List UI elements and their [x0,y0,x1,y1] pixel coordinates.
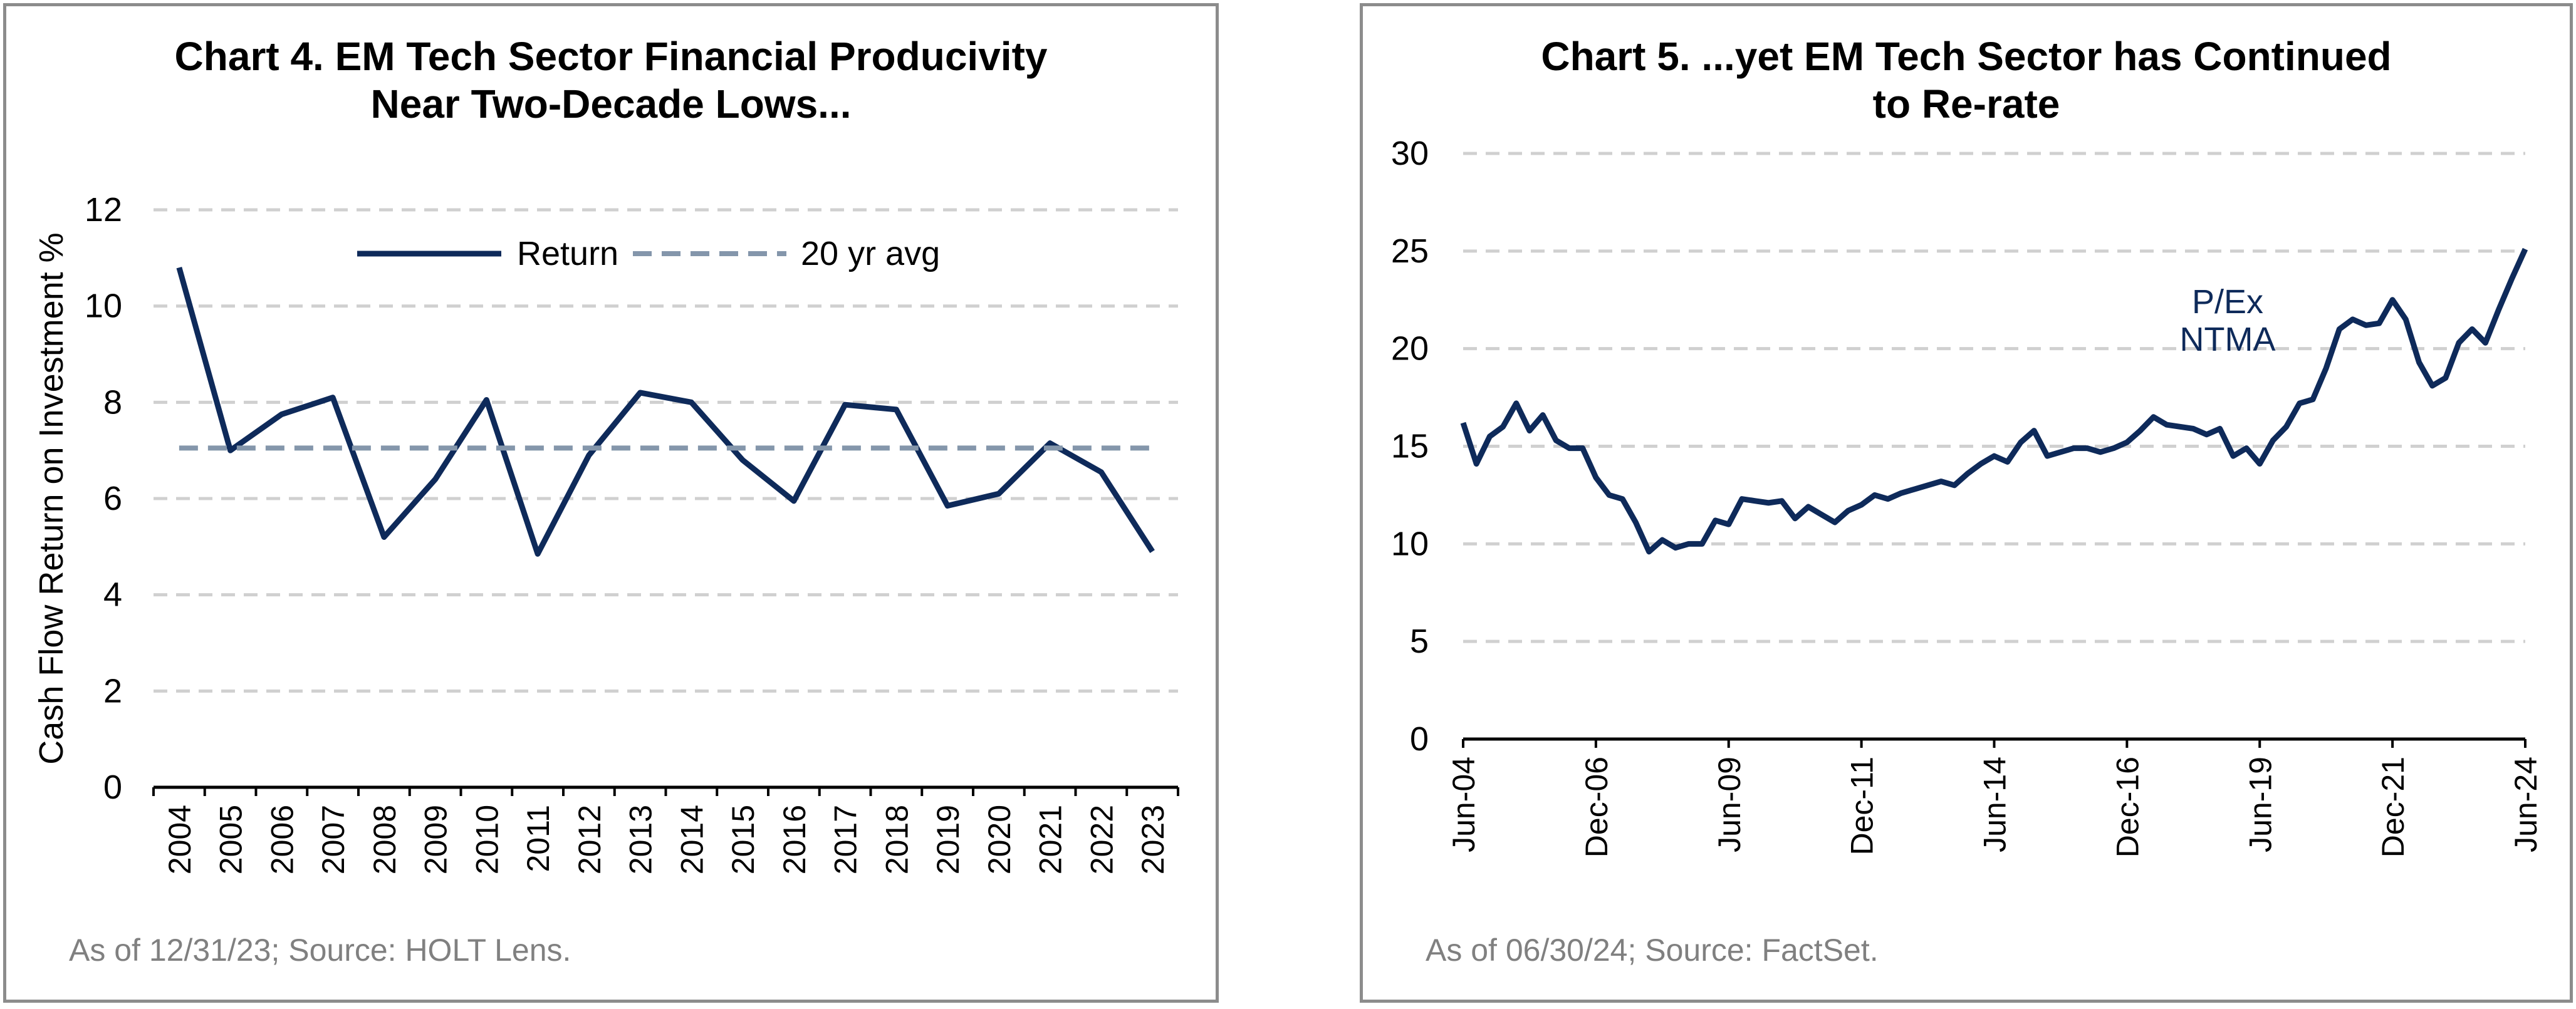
chart4-legend-label-avg: 20 yr avg [801,235,940,272]
chart4-xtick: 2017 [828,805,863,874]
chart4-title-line1: Chart 4. EM Tech Sector Financial Produc… [174,34,1048,79]
chart5-title-line2: to Re-rate [1872,81,2060,127]
chart5-xtick: Dec-16 [2110,757,2145,857]
chart4-xtick: 2009 [419,805,454,874]
chart5-ytick: 5 [1410,623,1429,660]
chart4-xtick: 2012 [572,805,607,874]
chart5-ytick: 10 [1391,525,1429,562]
chart5-xtick: Jun-14 [1978,757,2013,852]
chart4-xtick: 2005 [214,805,249,874]
chart4-panel: Chart 4. EM Tech Sector Financial Produc… [3,3,1219,1003]
chart4-title: Chart 4. EM Tech Sector Financial Produc… [6,33,1216,128]
chart4-xtick: 2006 [264,805,300,874]
chart5-ytick: 20 [1391,330,1429,368]
chart4-xtick: 2008 [367,805,402,874]
chart5-plot: 0 5 10 15 20 25 30 Jun-04 Dec-06 Jun-09 Dec-11 Jun-… [1391,135,2543,857]
chart4-xtick: 2011 [521,805,556,872]
chart4-ytick: 10 [85,287,122,325]
chart4-ylabel: Cash Flow Return on Investment % [33,232,70,764]
chart5-xtick: Dec-06 [1579,757,1614,857]
chart4-xtick: 2013 [623,805,659,874]
chart5-ytick: 15 [1391,428,1429,465]
chart5-ytick: 0 [1410,720,1429,758]
chart4-ytick: 6 [103,480,122,517]
chart4-ytick: 12 [85,191,122,229]
chart5-xtick: Jun-19 [2243,757,2278,852]
chart5-panel: Chart 5. ...yet EM Tech Sector has Conti… [1360,3,2573,1003]
chart5-ytick: 30 [1391,135,1429,172]
chart4-plot: 0 2 4 6 8 10 12 2004 2005 2006 2007 2008 2009 2010 201… [33,191,1179,874]
chart4-xtick: 2015 [726,805,761,874]
chart5-xtick: Dec-11 [1845,757,1880,855]
chart4-legend: Return 20 yr avg [357,235,940,272]
chart5-xtick: Jun-09 [1712,757,1747,852]
chart5-annotation-line2: NTMA [2180,321,2276,358]
chart4-ytick: 4 [103,576,122,614]
chart5-series-pe-line [1460,247,2528,555]
chart4-ytick: 2 [103,672,122,710]
chart5-title: Chart 5. ...yet EM Tech Sector has Conti… [1363,33,2570,128]
chart5-xtick: Jun-04 [1446,757,1481,852]
chart4-series-return-line [176,266,1155,557]
chart5-title-line1: Chart 5. ...yet EM Tech Sector has Conti… [1541,34,2392,79]
chart4-ytick: 8 [103,383,122,421]
chart4-xtick: 2007 [316,805,351,874]
chart4-xtick: 2004 [162,805,197,874]
chart4-xtick: 2014 [674,805,709,874]
chart5-ytick: 25 [1391,232,1429,270]
chart4-xtick: 2016 [777,805,812,874]
chart4-legend-label-return: Return [517,235,618,272]
chart5-annotation-line1: P/Ex [2192,283,2263,321]
chart5-xtick: Jun-24 [2508,757,2543,852]
chart4-xtick: 2022 [1084,805,1119,874]
chart5-xtick: Dec-21 [2375,757,2411,857]
chart4-xtick: 2018 [879,805,914,874]
chart4-title-line2: Near Two-Decade Lows... [370,81,852,127]
chart4-xtick: 2020 [982,805,1017,874]
chart4-xtick: 2019 [931,805,966,874]
chart4-ytick: 0 [103,768,122,806]
chart4-xtick: 2010 [469,805,504,874]
chart4-xtick: 2023 [1135,805,1171,874]
chart4-xtick: 2021 [1033,805,1068,874]
chart5-source: As of 06/30/24; Source: FactSet. [1426,933,1879,968]
chart4-source: As of 12/31/23; Source: HOLT Lens. [69,933,571,968]
